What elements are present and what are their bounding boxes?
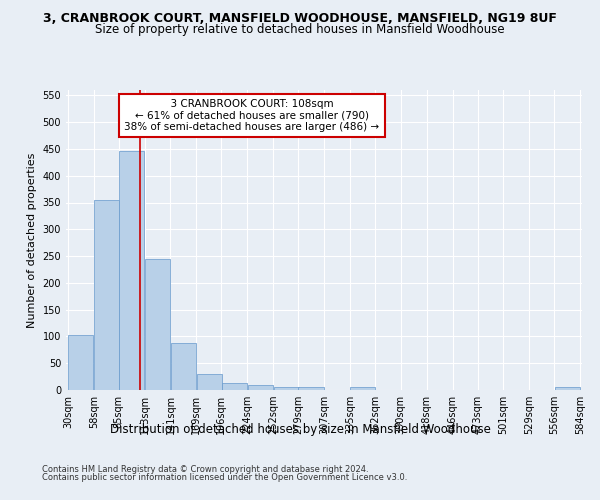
Bar (68, 335, 94, 390)
Text: 3 CRANBROOK COURT: 108sqm  
← 61% of detached houses are smaller (790)
38% of se: 3 CRANBROOK COURT: 108sqm ← 61% of detac… (124, 99, 379, 132)
Text: 3, CRANBROOK COURT, MANSFIELD WOODHOUSE, MANSFIELD, NG19 8UF: 3, CRANBROOK COURT, MANSFIELD WOODHOUSE,… (43, 12, 557, 26)
Bar (350, 388, 376, 390)
Bar (222, 382, 247, 390)
Bar (197, 374, 222, 390)
Bar (94, 200, 119, 390)
Y-axis label: Number of detached properties: Number of detached properties (27, 152, 37, 328)
Bar (119, 150, 144, 390)
Bar (274, 388, 299, 390)
Bar (145, 259, 170, 390)
Bar (171, 343, 196, 390)
Bar (248, 385, 273, 390)
Text: Size of property relative to detached houses in Mansfield Woodhouse: Size of property relative to detached ho… (95, 24, 505, 36)
Text: Distribution of detached houses by size in Mansfield Woodhouse: Distribution of detached houses by size … (110, 422, 490, 436)
Text: Contains public sector information licensed under the Open Government Licence v3: Contains public sector information licen… (42, 472, 407, 482)
Bar (298, 388, 323, 390)
Text: Contains HM Land Registry data © Crown copyright and database right 2024.: Contains HM Land Registry data © Crown c… (42, 465, 368, 474)
Bar (554, 388, 580, 390)
